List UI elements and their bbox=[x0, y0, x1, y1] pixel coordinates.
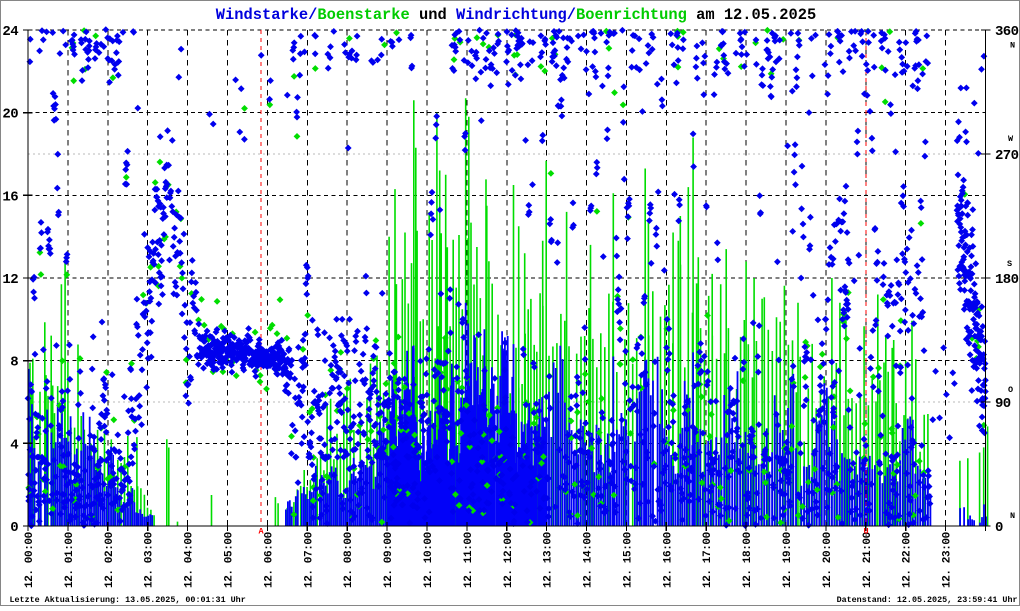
svg-text:12. 02:00: 12. 02:00 bbox=[104, 532, 116, 588]
svg-text:U: U bbox=[864, 527, 869, 537]
svg-text:12. 09:00: 12. 09:00 bbox=[383, 532, 395, 588]
svg-text:12. 12:00: 12. 12:00 bbox=[503, 532, 515, 588]
svg-text:12. 08:00: 12. 08:00 bbox=[343, 532, 355, 588]
svg-text:12. 14:00: 12. 14:00 bbox=[583, 532, 595, 588]
svg-text:12. 07:00: 12. 07:00 bbox=[303, 532, 315, 588]
svg-text:24: 24 bbox=[2, 24, 18, 40]
svg-text:N: N bbox=[1010, 41, 1015, 51]
svg-text:A: A bbox=[259, 527, 265, 537]
svg-text:0: 0 bbox=[10, 520, 18, 536]
svg-text:12. 05:00: 12. 05:00 bbox=[224, 532, 236, 588]
svg-text:12. 16:00: 12. 16:00 bbox=[662, 532, 674, 588]
svg-text:12. 17:00: 12. 17:00 bbox=[702, 532, 714, 588]
svg-text:12. 15:00: 12. 15:00 bbox=[622, 532, 634, 588]
svg-text:12. 20:00: 12. 20:00 bbox=[822, 532, 834, 588]
svg-text:S: S bbox=[1007, 259, 1012, 269]
svg-text:12. 10:00: 12. 10:00 bbox=[423, 532, 435, 588]
svg-text:Datenstand: 12.05.2025, 23:59:: Datenstand: 12.05.2025, 23:59:41 Uhr bbox=[837, 595, 1018, 605]
svg-text:12. 01:00: 12. 01:00 bbox=[64, 532, 76, 588]
svg-text:12: 12 bbox=[2, 272, 18, 288]
svg-text:360: 360 bbox=[995, 24, 1019, 40]
svg-text:12. 11:00: 12. 11:00 bbox=[463, 532, 475, 588]
svg-text:12. 23:00: 12. 23:00 bbox=[942, 532, 954, 588]
svg-text:N: N bbox=[1010, 511, 1015, 521]
svg-text:12. 03:00: 12. 03:00 bbox=[144, 532, 156, 588]
svg-text:4: 4 bbox=[10, 437, 18, 453]
svg-text:16: 16 bbox=[2, 189, 18, 205]
svg-text:O: O bbox=[1008, 385, 1013, 395]
svg-text:12. 18:00: 12. 18:00 bbox=[742, 532, 754, 588]
svg-text:20: 20 bbox=[2, 107, 18, 123]
svg-text:12. 06:00: 12. 06:00 bbox=[263, 532, 275, 588]
svg-text:Windstarke/Boenstarke und Wind: Windstarke/Boenstarke und Windrichtung/B… bbox=[216, 6, 816, 24]
svg-text:12. 04:00: 12. 04:00 bbox=[184, 532, 196, 588]
svg-text:12. 19:00: 12. 19:00 bbox=[782, 532, 794, 588]
svg-text:12. 00:00: 12. 00:00 bbox=[24, 532, 36, 588]
svg-text:W: W bbox=[1008, 134, 1014, 144]
svg-text:12. 13:00: 12. 13:00 bbox=[543, 532, 555, 588]
svg-text:0: 0 bbox=[995, 520, 1003, 536]
svg-text:Letzte Aktualisierung: 13.05.2: Letzte Aktualisierung: 13.05.2025, 00:01… bbox=[10, 595, 246, 605]
svg-text:270: 270 bbox=[995, 148, 1019, 164]
svg-text:180: 180 bbox=[995, 272, 1019, 288]
svg-text:8: 8 bbox=[10, 355, 18, 371]
svg-text:12. 22:00: 12. 22:00 bbox=[902, 532, 914, 588]
svg-text:90: 90 bbox=[995, 396, 1011, 412]
svg-text:12. 21:00: 12. 21:00 bbox=[862, 532, 874, 588]
